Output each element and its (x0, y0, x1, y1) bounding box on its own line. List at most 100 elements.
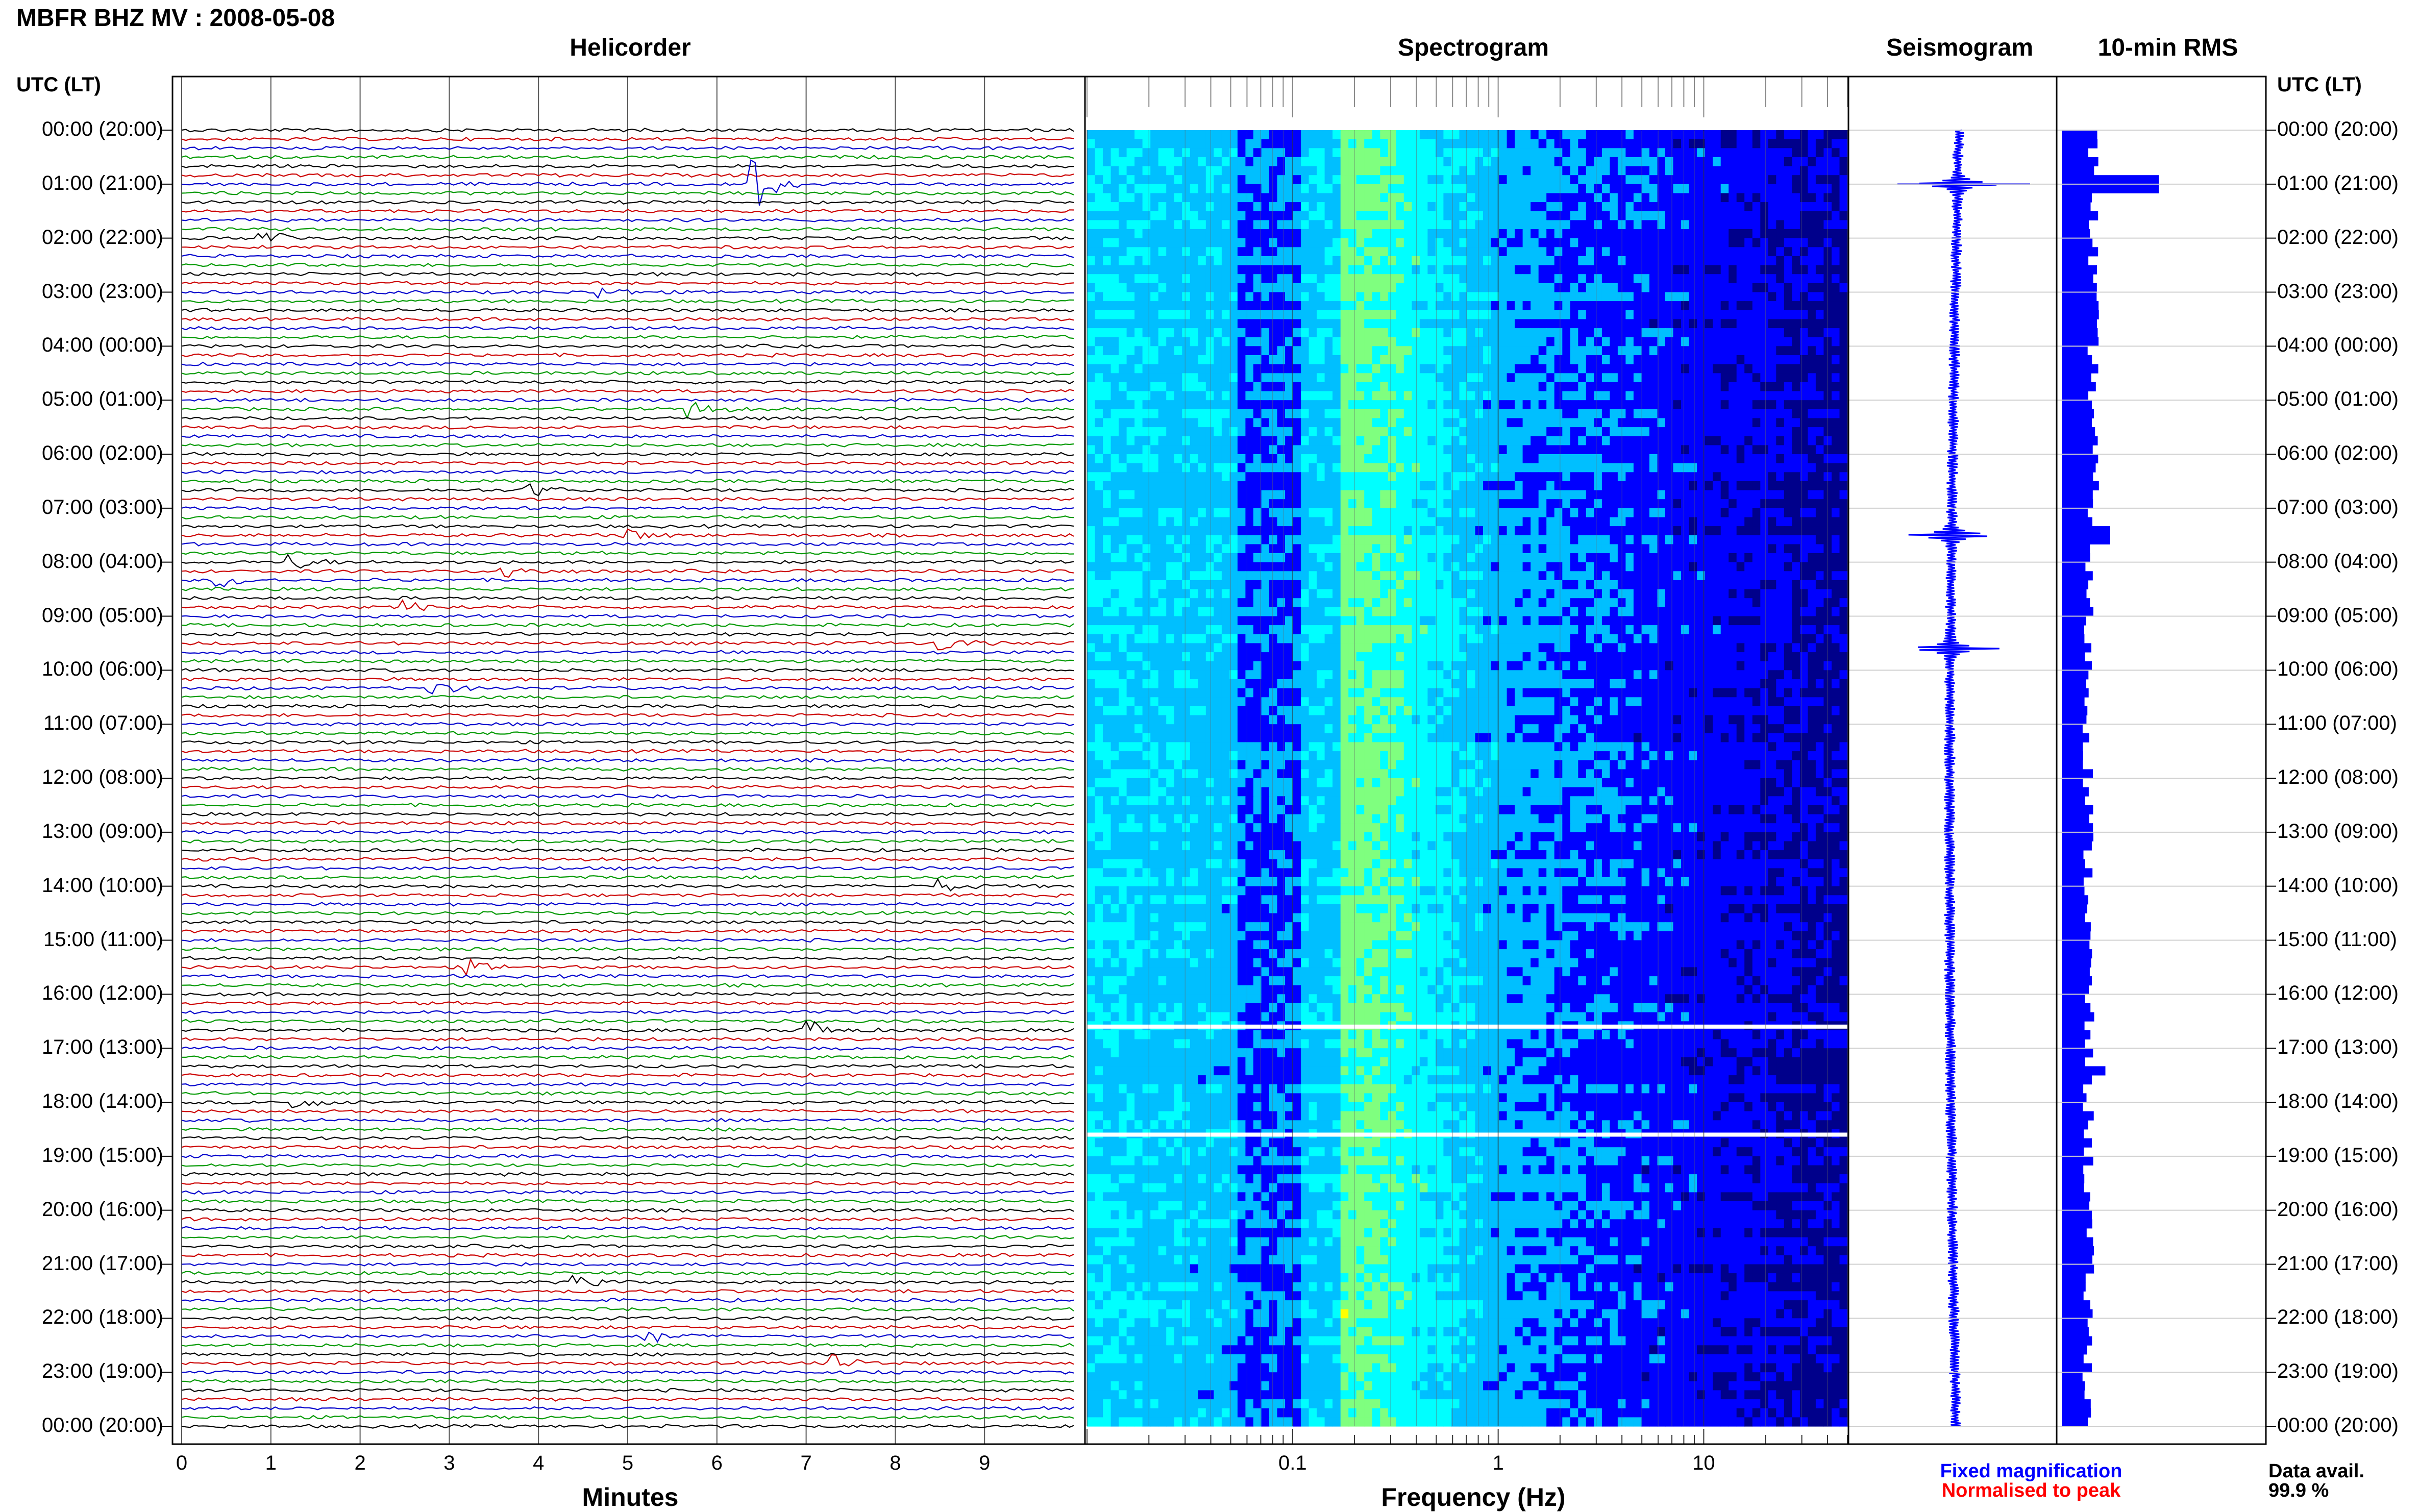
spectrogram-cell (1134, 337, 1143, 346)
spectrogram-cell (1594, 256, 1602, 266)
spectrogram-cell (1657, 346, 1666, 356)
spectrogram-cell (1713, 508, 1721, 517)
spectrogram-cell (1467, 418, 1476, 428)
spectrogram-cell (1483, 346, 1492, 356)
spectrogram-cell (1277, 373, 1286, 383)
spectrogram-cell (1808, 571, 1816, 581)
spectrogram-cell (1705, 382, 1713, 392)
helicorder-trace (181, 1145, 1074, 1150)
spectrogram-cell (1126, 481, 1135, 491)
spectrogram-cell (1681, 355, 1690, 365)
spectrogram-cell (1784, 562, 1792, 572)
spectrogram-cell (1103, 346, 1112, 356)
spectrogram-cell (1784, 157, 1792, 167)
spectrogram-cell (1538, 409, 1547, 418)
spectrogram-cell (1285, 319, 1294, 329)
spectrogram-cell (1815, 346, 1824, 356)
spectrogram-cell (1158, 364, 1167, 374)
spectrogram-cell (1792, 148, 1800, 158)
spectrogram-cell (1562, 319, 1571, 329)
spectrogram-cell (1443, 562, 1452, 572)
spectrogram-cell (1697, 175, 1706, 185)
spectrogram-cell (1705, 337, 1713, 346)
spectrogram-cell (1427, 157, 1436, 167)
spectrogram-cell (1451, 310, 1460, 319)
spectrogram-cell (1570, 481, 1578, 491)
spectrogram-cell (1610, 238, 1618, 247)
spectrogram-cell (1134, 517, 1143, 527)
spectrogram-cell (1142, 220, 1151, 230)
spectrogram-cell (1768, 148, 1776, 158)
spectrogram-cell (1499, 517, 1508, 527)
spectrogram-cell (1380, 265, 1389, 275)
spectrogram-cell (1776, 166, 1785, 176)
spectrogram-cell (1087, 391, 1096, 401)
spectrogram-cell (1736, 391, 1745, 401)
spectrogram-cell (1317, 247, 1325, 257)
spectrogram-cell (1221, 499, 1230, 509)
spectrogram-cell (1752, 553, 1761, 563)
spectrogram-cell (1815, 499, 1824, 509)
spectrogram-cell (1531, 328, 1539, 338)
spectrogram-cell (1459, 535, 1468, 544)
spectrogram-cell (1348, 175, 1357, 185)
spectrogram-cell (1412, 418, 1420, 428)
spectrogram-cell (1435, 175, 1444, 185)
spectrogram-cell (1736, 436, 1745, 445)
spectrogram-cell (1792, 436, 1800, 445)
spectrogram-cell (1324, 238, 1333, 247)
spectrogram-cell (1610, 562, 1618, 572)
spectrogram-cell (1427, 571, 1436, 581)
spectrogram-cell (1110, 355, 1119, 365)
spectrogram-cell (1126, 283, 1135, 293)
spectrogram-cell (1499, 418, 1508, 428)
spectrogram-cell (1150, 229, 1159, 239)
spectrogram-cell (1205, 382, 1214, 392)
spectrogram-cell (1681, 130, 1690, 140)
helicorder-trace (181, 1046, 1074, 1051)
spectrogram-cell (1380, 229, 1389, 239)
spectrogram-cell (1158, 211, 1167, 220)
spectrogram-cell (1269, 418, 1278, 428)
spectrogram-cell (1554, 499, 1563, 509)
spectrogram-cell (1403, 454, 1412, 464)
spectrogram-cell (1570, 184, 1578, 193)
spectrogram-cell (1229, 454, 1238, 464)
spectrogram-cell (1507, 166, 1515, 176)
spectrogram-cell (1720, 274, 1729, 284)
spectrogram-cell (1491, 319, 1499, 329)
spectrogram-cell (1657, 517, 1666, 527)
spectrogram-cell (1475, 193, 1484, 203)
spectrogram-cell (1237, 166, 1246, 176)
spectrogram-cell (1174, 517, 1182, 527)
spectrogram-cell (1340, 292, 1349, 302)
spectrogram-cell (1601, 157, 1610, 167)
spectrogram-cell (1214, 265, 1222, 275)
spectrogram-cell (1150, 571, 1159, 581)
spectrogram-cell (1570, 364, 1578, 374)
spectrogram-cell (1182, 391, 1191, 401)
spectrogram-cell (1087, 409, 1096, 418)
spectrogram-cell (1419, 229, 1428, 239)
spectrogram-cell (1427, 184, 1436, 193)
helicorder-trace (181, 1172, 1074, 1177)
helicorder-trace (181, 452, 1074, 457)
spectrogram-cell (1332, 292, 1341, 302)
spectrogram-cell (1419, 328, 1428, 338)
spectrogram-cell (1110, 220, 1119, 230)
spectrogram-cell (1641, 373, 1650, 383)
spectrogram-cell (1665, 346, 1674, 356)
spectrogram-cell (1705, 481, 1713, 491)
spectrogram-cell (1277, 400, 1286, 410)
spectrogram-cell (1427, 346, 1436, 356)
spectrogram-cell (1301, 454, 1310, 464)
spectrogram-cell (1736, 562, 1745, 572)
spectrogram-cell (1214, 427, 1222, 437)
spectrogram-cell (1657, 148, 1666, 158)
spectrogram-cell (1309, 274, 1317, 284)
spectrogram-cell (1198, 310, 1206, 319)
spectrogram-cell (1768, 247, 1776, 257)
spectrogram-cell (1245, 319, 1254, 329)
spectrogram-cell (1324, 202, 1333, 212)
spectrogram-cell (1483, 544, 1492, 554)
